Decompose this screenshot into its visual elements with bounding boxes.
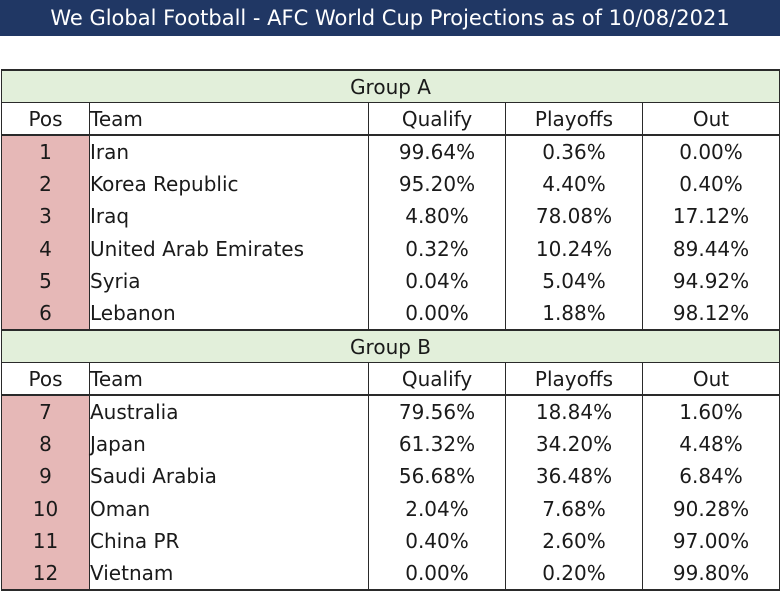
qualify-cell: 0.32% <box>368 232 506 265</box>
position-cell: 9 <box>1 460 90 493</box>
table-row: 6 Lebanon 0.00% 1.88% 98.12% <box>1 297 780 331</box>
out-cell: 98.12% <box>641 297 780 331</box>
column-header-out: Out <box>641 102 780 136</box>
table-row: 2 Korea Republic 95.20% 4.40% 0.40% <box>1 167 780 200</box>
playoffs-cell: 7.68% <box>505 492 643 525</box>
out-cell: 0.00% <box>641 135 780 168</box>
playoffs-cell: 2.60% <box>505 525 643 558</box>
team-cell: Lebanon <box>89 297 369 331</box>
column-header-team: Team <box>89 362 369 396</box>
projections-table-body: Group A Pos Team Qualify Playoffs Out 1 Iran 99.… <box>0 69 780 591</box>
playoffs-cell: 36.48% <box>505 460 643 493</box>
position-cell: 5 <box>1 265 90 298</box>
position-cell: 6 <box>1 297 90 331</box>
position-cell: 8 <box>1 427 90 460</box>
team-cell: Iran <box>89 135 369 168</box>
table-row: 8 Japan 61.32% 34.20% 4.48% <box>1 427 780 460</box>
out-cell: 89.44% <box>641 232 780 265</box>
qualify-cell: 0.00% <box>368 557 506 591</box>
playoffs-cell: 34.20% <box>505 427 643 460</box>
qualify-cell: 56.68% <box>368 460 506 493</box>
column-header-pos: Pos <box>1 102 90 136</box>
playoffs-cell: 1.88% <box>505 297 643 331</box>
playoffs-cell: 5.04% <box>505 265 643 298</box>
team-cell: Syria <box>89 265 369 298</box>
team-cell: United Arab Emirates <box>89 232 369 265</box>
column-header-row: Pos Team Qualify Playoffs Out <box>1 102 780 136</box>
out-cell: 6.84% <box>641 460 780 493</box>
playoffs-cell: 0.20% <box>505 557 643 591</box>
qualify-cell: 79.56% <box>368 395 506 428</box>
team-cell: Iraq <box>89 200 369 233</box>
playoffs-cell: 0.36% <box>505 135 643 168</box>
playoffs-cell: 18.84% <box>505 395 643 428</box>
out-cell: 1.60% <box>641 395 780 428</box>
column-header-pos: Pos <box>1 362 90 396</box>
column-header-qualify: Qualify <box>368 102 506 136</box>
qualify-cell: 0.04% <box>368 265 506 298</box>
column-header-row: Pos Team Qualify Playoffs Out <box>1 362 780 396</box>
position-cell: 3 <box>1 200 90 233</box>
out-cell: 97.00% <box>641 525 780 558</box>
position-cell: 12 <box>1 557 90 591</box>
group-header-row: Group B <box>0 329 780 363</box>
position-cell: 2 <box>1 167 90 200</box>
position-cell: 4 <box>1 232 90 265</box>
out-cell: 4.48% <box>641 427 780 460</box>
out-cell: 17.12% <box>641 200 780 233</box>
table-row: 10 Oman 2.04% 7.68% 90.28% <box>1 492 780 525</box>
playoffs-cell: 4.40% <box>505 167 643 200</box>
qualify-cell: 95.20% <box>368 167 506 200</box>
qualify-cell: 2.04% <box>368 492 506 525</box>
position-cell: 7 <box>1 395 90 428</box>
team-cell: Japan <box>89 427 369 460</box>
team-cell: Korea Republic <box>89 167 369 200</box>
position-cell: 11 <box>1 525 90 558</box>
team-cell: Australia <box>89 395 369 428</box>
team-cell: Vietnam <box>89 557 369 591</box>
projections-table: Group A Pos Team Qualify Playoffs Out 1 Iran 99.… <box>0 69 780 591</box>
position-cell: 1 <box>1 135 90 168</box>
qualify-cell: 99.64% <box>368 135 506 168</box>
table-row: 11 China PR 0.40% 2.60% 97.00% <box>1 525 780 558</box>
table-row: 4 United Arab Emirates 0.32% 10.24% 89.44% <box>1 232 780 265</box>
table-row: 5 Syria 0.04% 5.04% 94.92% <box>1 265 780 298</box>
page-title: We Global Football - AFC World Cup Proje… <box>0 0 780 36</box>
out-cell: 90.28% <box>641 492 780 525</box>
table-row: 9 Saudi Arabia 56.68% 36.48% 6.84% <box>1 460 780 493</box>
out-cell: 0.40% <box>641 167 780 200</box>
column-header-team: Team <box>89 102 369 136</box>
qualify-cell: 0.00% <box>368 297 506 331</box>
group-name: Group A <box>0 69 780 103</box>
table-row: 12 Vietnam 0.00% 0.20% 99.80% <box>1 557 780 591</box>
qualify-cell: 4.80% <box>368 200 506 233</box>
qualify-cell: 61.32% <box>368 427 506 460</box>
team-cell: China PR <box>89 525 369 558</box>
playoffs-cell: 78.08% <box>505 200 643 233</box>
table-row: 1 Iran 99.64% 0.36% 0.00% <box>1 135 780 168</box>
table-row: 7 Australia 79.56% 18.84% 1.60% <box>1 395 780 428</box>
column-header-playoffs: Playoffs <box>505 362 643 396</box>
group-name: Group B <box>0 329 780 363</box>
out-cell: 99.80% <box>641 557 780 591</box>
column-header-qualify: Qualify <box>368 362 506 396</box>
team-cell: Oman <box>89 492 369 525</box>
out-cell: 94.92% <box>641 265 780 298</box>
position-cell: 10 <box>1 492 90 525</box>
team-cell: Saudi Arabia <box>89 460 369 493</box>
column-header-out: Out <box>641 362 780 396</box>
qualify-cell: 0.40% <box>368 525 506 558</box>
table-row: 3 Iraq 4.80% 78.08% 17.12% <box>1 200 780 233</box>
group-header-row: Group A <box>0 69 780 103</box>
playoffs-cell: 10.24% <box>505 232 643 265</box>
column-header-playoffs: Playoffs <box>505 102 643 136</box>
